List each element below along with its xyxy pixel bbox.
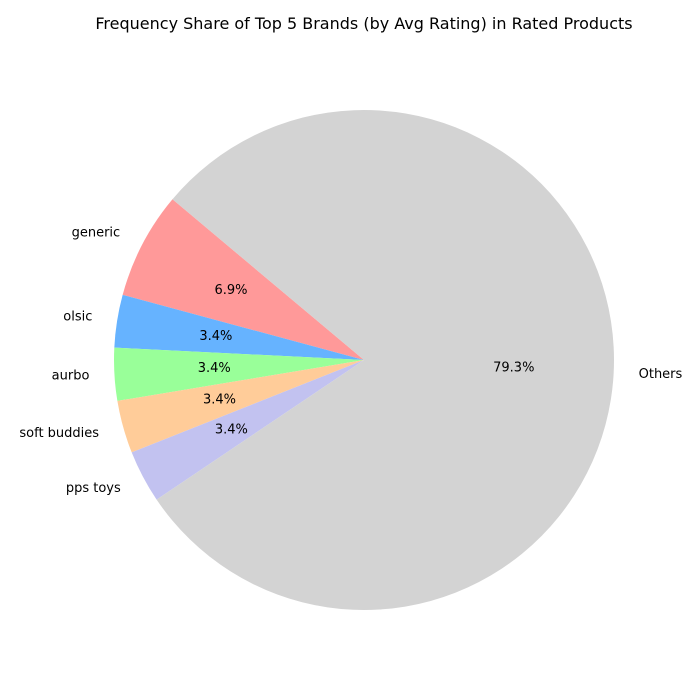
pie-slice-soft-buddies: [117, 360, 365, 453]
pie-slice-olsic: [114, 294, 364, 360]
slice-label-aurbo: aurbo: [52, 368, 90, 383]
pie-slice-aurbo: [114, 347, 365, 401]
slice-label-soft-buddies: soft buddies: [19, 426, 99, 441]
pct-label-generic: 6.9%: [214, 283, 247, 298]
pct-label-others: 79.3%: [493, 360, 534, 375]
pie-slice-generic: [122, 199, 364, 360]
pie-slice-others: [156, 110, 614, 610]
slice-label-others: Others: [639, 367, 683, 382]
pct-label-soft-buddies: 3.4%: [203, 393, 236, 408]
pct-label-pps-toys: 3.4%: [215, 422, 248, 437]
pct-label-aurbo: 3.4%: [198, 361, 231, 376]
pie-labels: generic 6.9% olsic 3.4% aurbo 3.4% soft buddie…: [19, 225, 682, 496]
chart-title: Frequency Share of Top 5 Brands (by Avg …: [95, 14, 632, 33]
pct-label-olsic: 3.4%: [199, 329, 232, 344]
pie-slice-pps-toys: [131, 360, 364, 500]
slice-label-pps-toys: pps toys: [66, 481, 121, 496]
pie-slices: [114, 110, 614, 610]
slice-label-generic: generic: [72, 225, 121, 240]
slice-label-olsic: olsic: [63, 310, 92, 325]
